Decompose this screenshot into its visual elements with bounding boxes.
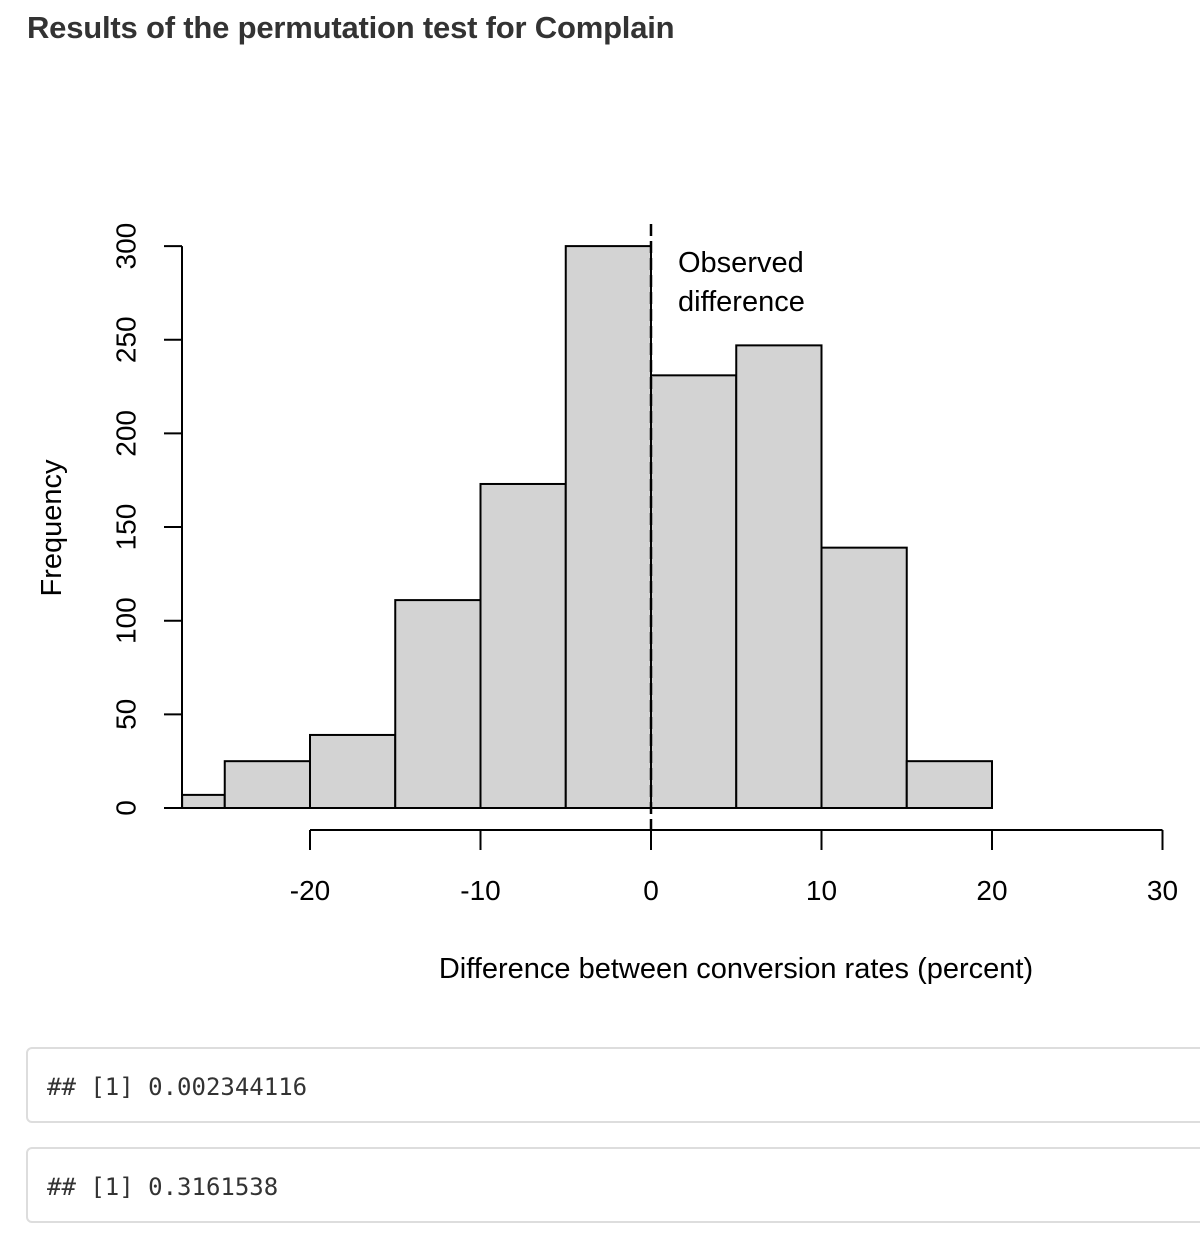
histogram-bars xyxy=(181,245,993,810)
y-tick-label: 150 xyxy=(111,504,142,551)
output-text: ## [1] 0.3161538 xyxy=(47,1173,279,1201)
x-tick-label: 0 xyxy=(643,875,659,906)
y-tick-label: 100 xyxy=(111,597,142,644)
histogram-bar xyxy=(394,599,482,809)
output-block: ## [1] 0.002344116 xyxy=(26,1047,1200,1123)
y-tick-label: 50 xyxy=(111,699,142,730)
x-tick-label: 20 xyxy=(976,875,1007,906)
histogram-bar xyxy=(181,793,226,809)
histogram-bar xyxy=(735,344,823,809)
y-axis: 0 50 100 150 200 250 300 xyxy=(111,223,183,816)
y-tick-label: 300 xyxy=(111,223,142,270)
histogram-bar xyxy=(309,733,397,809)
output-text: ## [1] 0.002344116 xyxy=(47,1073,308,1101)
y-tick-label: 200 xyxy=(111,410,142,457)
x-tick-label: 10 xyxy=(806,875,837,906)
histogram-bar xyxy=(650,374,738,809)
observed-difference-label: Observed xyxy=(678,247,804,279)
y-tick-label: 0 xyxy=(111,800,142,816)
x-tick-label: -20 xyxy=(290,875,330,906)
output-block: ## [1] 0.3161538 xyxy=(26,1147,1200,1223)
y-axis-label: Frequency xyxy=(36,459,68,597)
histogram-bar xyxy=(223,760,311,809)
observed-difference-label: difference xyxy=(678,286,805,318)
x-tick-label: -10 xyxy=(460,875,500,906)
x-axis: -20 -10 0 10 20 30 xyxy=(290,829,1178,906)
histogram-bar xyxy=(905,760,993,809)
x-axis-label: Difference between conversion rates (per… xyxy=(439,953,1033,985)
histogram-chart: 0 50 100 150 200 250 300 -20 -10 0 10 20 30 Observe… xyxy=(36,223,1178,985)
histogram-bar xyxy=(479,482,567,809)
y-tick-label: 250 xyxy=(111,316,142,363)
observed-difference-marker: Observed difference xyxy=(649,224,805,832)
histogram-bar xyxy=(564,245,652,810)
page-title: Results of the permutation test for Comp… xyxy=(27,10,675,45)
x-tick-label: 30 xyxy=(1147,875,1178,906)
histogram-bar xyxy=(820,546,908,809)
